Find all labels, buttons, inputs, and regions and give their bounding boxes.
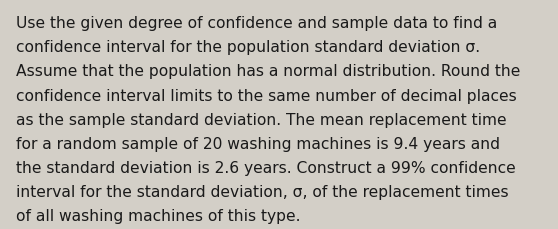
Text: of all washing machines of this type.: of all washing machines of this type. [16, 208, 300, 223]
Text: Use the given degree of confidence and sample data to find a: Use the given degree of confidence and s… [16, 16, 497, 31]
Text: Assume that the population has a normal distribution. Round the: Assume that the population has a normal … [16, 64, 520, 79]
Text: the standard deviation is 2.6 years. Construct a 99% confidence: the standard deviation is 2.6 years. Con… [16, 160, 516, 175]
Text: as the sample standard deviation. The mean replacement time: as the sample standard deviation. The me… [16, 112, 506, 127]
Text: confidence interval limits to the same number of decimal places: confidence interval limits to the same n… [16, 88, 516, 103]
Text: confidence interval for the population standard deviation σ.: confidence interval for the population s… [16, 40, 480, 55]
Text: interval for the standard deviation, σ, of the replacement times: interval for the standard deviation, σ, … [16, 184, 508, 199]
Text: for a random sample of 20 washing machines is 9.4 years and: for a random sample of 20 washing machin… [16, 136, 499, 151]
